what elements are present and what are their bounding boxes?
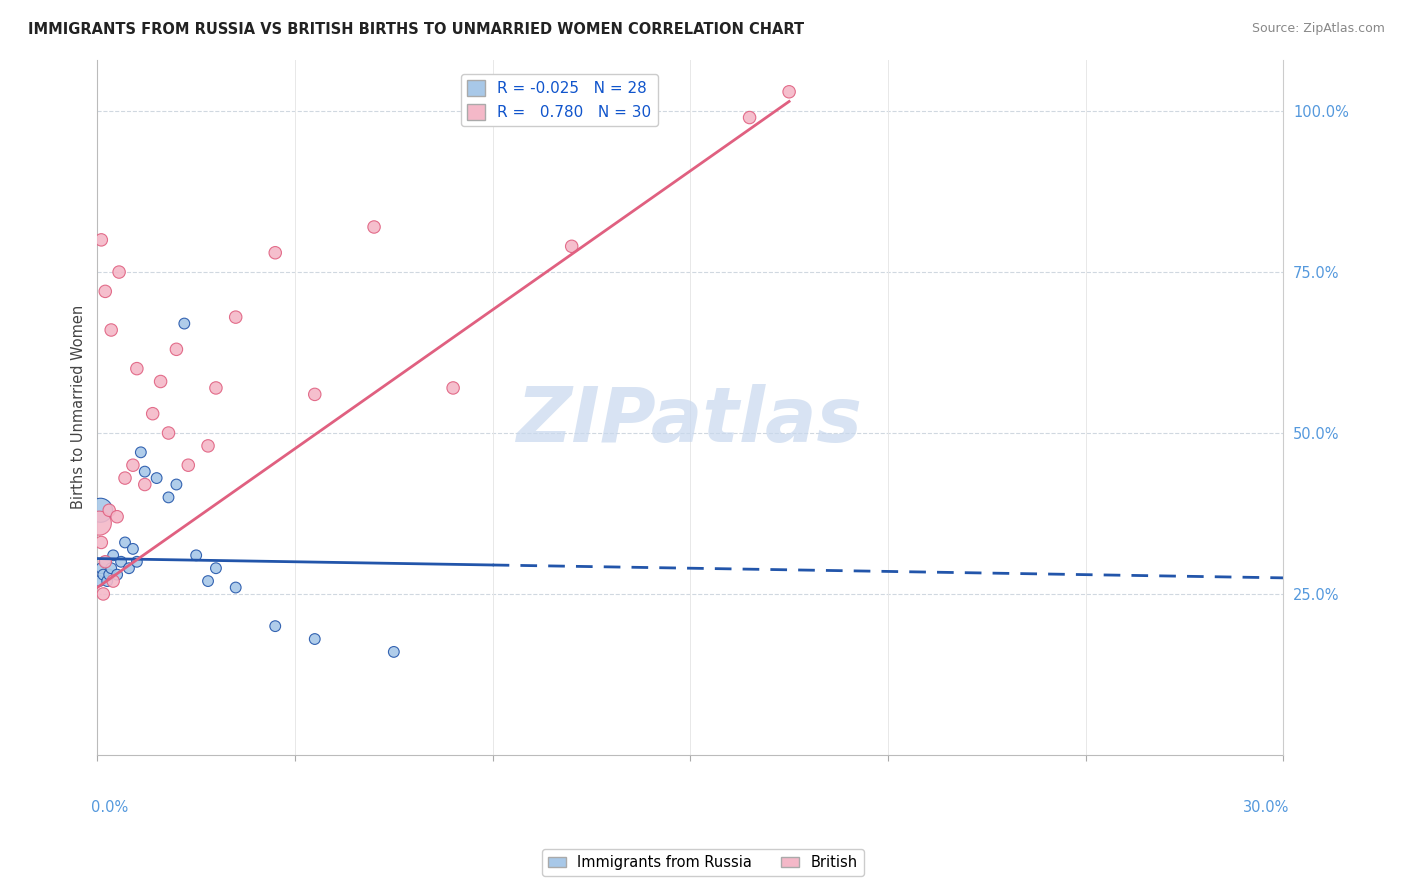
Legend: Immigrants from Russia, British: Immigrants from Russia, British xyxy=(543,849,863,876)
Point xyxy=(114,535,136,549)
Point xyxy=(91,587,114,601)
Point xyxy=(197,574,219,588)
Point xyxy=(94,555,117,569)
Point xyxy=(165,477,187,491)
Text: 30.0%: 30.0% xyxy=(1243,800,1289,815)
Point xyxy=(264,619,287,633)
Point xyxy=(110,555,132,569)
Point xyxy=(96,574,118,588)
Point xyxy=(145,471,167,485)
Point xyxy=(157,491,180,505)
Text: Source: ZipAtlas.com: Source: ZipAtlas.com xyxy=(1251,22,1385,36)
Point xyxy=(441,381,464,395)
Point xyxy=(125,555,148,569)
Point xyxy=(89,503,111,517)
Point xyxy=(114,471,136,485)
Point xyxy=(142,407,165,421)
Point xyxy=(122,458,145,473)
Point xyxy=(100,323,122,337)
Point xyxy=(89,574,111,588)
Text: ZIPatlas: ZIPatlas xyxy=(517,384,863,458)
Point xyxy=(225,310,247,325)
Point xyxy=(105,509,128,524)
Point xyxy=(122,541,145,556)
Point xyxy=(778,85,800,99)
Point xyxy=(98,503,121,517)
Point xyxy=(304,387,326,401)
Point xyxy=(197,439,219,453)
Point xyxy=(165,343,187,357)
Point xyxy=(205,561,228,575)
Point xyxy=(134,477,156,491)
Point xyxy=(561,239,583,253)
Point xyxy=(108,265,131,279)
Point xyxy=(94,555,117,569)
Point xyxy=(90,233,112,247)
Point xyxy=(105,567,128,582)
Point xyxy=(134,465,156,479)
Text: IMMIGRANTS FROM RUSSIA VS BRITISH BIRTHS TO UNMARRIED WOMEN CORRELATION CHART: IMMIGRANTS FROM RUSSIA VS BRITISH BIRTHS… xyxy=(28,22,804,37)
Point xyxy=(94,285,117,299)
Point xyxy=(90,561,112,575)
Point xyxy=(225,581,247,595)
Point xyxy=(101,574,124,588)
Point xyxy=(363,219,385,234)
Point xyxy=(205,381,228,395)
Point xyxy=(157,425,180,440)
Point xyxy=(382,645,405,659)
Point xyxy=(100,561,122,575)
Point xyxy=(118,561,141,575)
Point xyxy=(149,375,172,389)
Point xyxy=(101,549,124,563)
Point xyxy=(129,445,152,459)
Point xyxy=(264,245,287,260)
Point xyxy=(91,567,114,582)
Text: 0.0%: 0.0% xyxy=(91,800,129,815)
Point xyxy=(89,516,111,530)
Point xyxy=(738,111,761,125)
Y-axis label: Births to Unmarried Women: Births to Unmarried Women xyxy=(72,305,86,509)
Point xyxy=(173,317,195,331)
Point xyxy=(125,361,148,376)
Point xyxy=(177,458,200,473)
Point xyxy=(98,567,121,582)
Point xyxy=(90,535,112,549)
Point xyxy=(304,632,326,646)
Legend: R = -0.025   N = 28, R =   0.780   N = 30: R = -0.025 N = 28, R = 0.780 N = 30 xyxy=(461,74,658,126)
Point xyxy=(186,549,208,563)
